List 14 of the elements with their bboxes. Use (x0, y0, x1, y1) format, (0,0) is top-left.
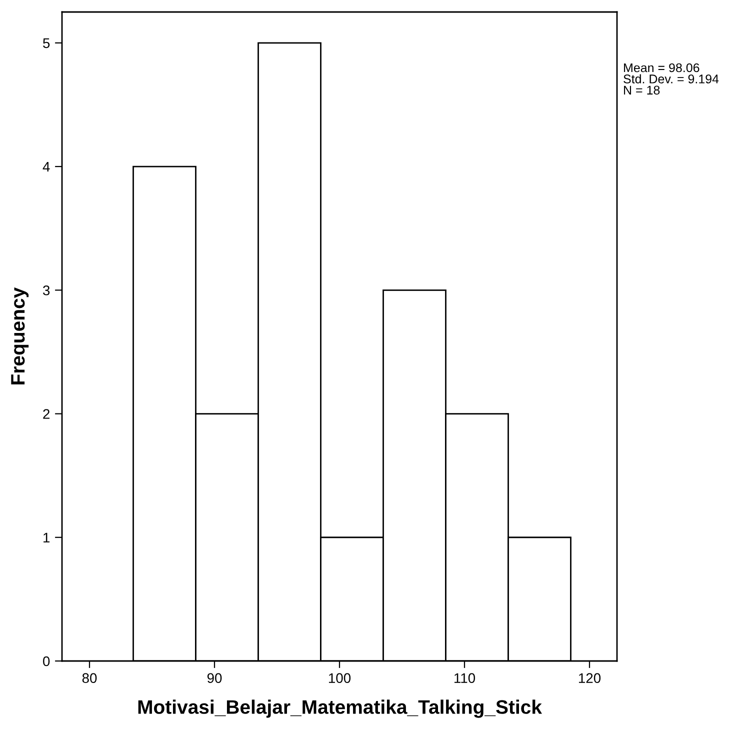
y-tick-label: 2 (43, 409, 50, 419)
y-tick-label: 3 (43, 285, 50, 296)
x-tick-label: 110 (454, 673, 476, 684)
y-axis-title: Frequency (11, 287, 29, 384)
y-tick-label: 5 (43, 38, 50, 48)
x-axis-title: Motivasi_Belajar_Matematika_Talking_Stick (138, 700, 542, 718)
x-tick-label: 80 (82, 673, 97, 684)
x-tick-label: 100 (328, 673, 351, 684)
y-tick-label: 1 (44, 532, 50, 542)
x-tick-label: 90 (207, 673, 222, 684)
x-tick-label: 120 (578, 673, 601, 684)
y-tick-label: 4 (42, 162, 50, 172)
text: Mean = 98.06 Std. Dev. = 9.194 N = 18 (624, 63, 719, 95)
y-tick-label: 0 (43, 656, 50, 666)
